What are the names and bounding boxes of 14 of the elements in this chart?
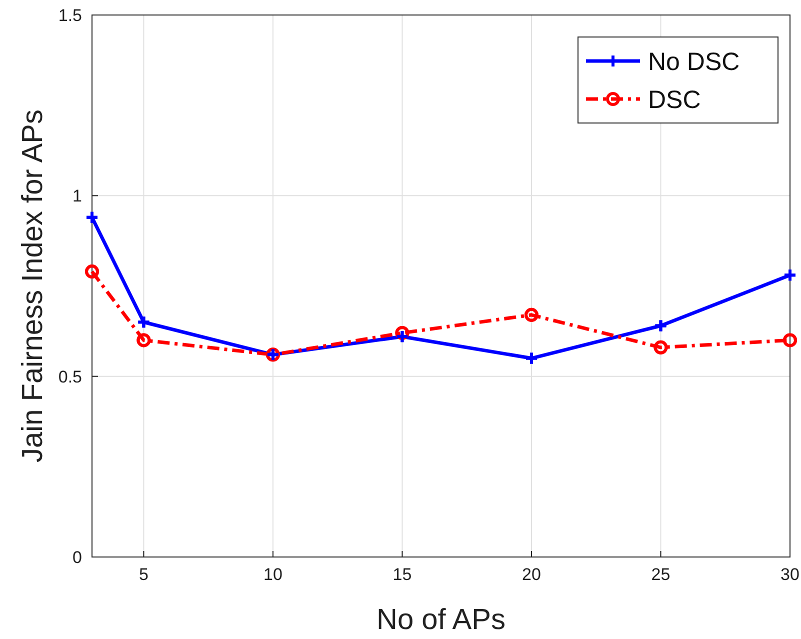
x-tick-label: 25	[651, 565, 670, 584]
legend-label: No DSC	[648, 48, 740, 76]
y-tick-label: 0.5	[58, 367, 82, 386]
x-tick-label: 30	[780, 565, 800, 584]
y-axis-title: Jain Fairness Index for APs	[17, 110, 49, 462]
y-tick-label: 1.5	[58, 6, 82, 25]
x-tick-label: 10	[264, 565, 282, 584]
y-tick-label: 1	[72, 186, 82, 206]
x-tick-label: 15	[392, 565, 412, 584]
y-tick-label: 0	[72, 548, 82, 567]
legend-label: DSC	[648, 86, 701, 114]
x-tick-label: 20	[522, 565, 541, 584]
x-axis-title: No of APs	[376, 604, 506, 636]
x-tick-label: 5	[138, 565, 148, 584]
